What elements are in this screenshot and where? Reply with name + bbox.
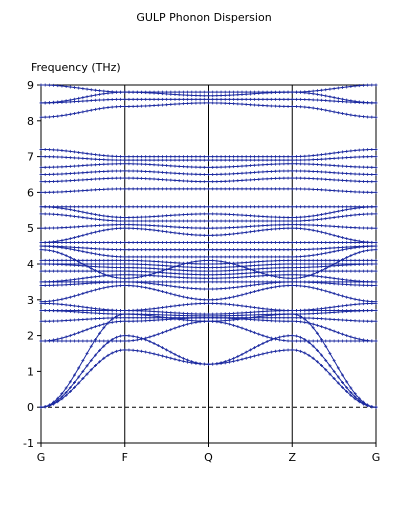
band-markers-24 xyxy=(39,212,378,223)
x-tick-label: Q xyxy=(204,451,213,464)
band-markers-23 xyxy=(39,223,378,230)
band-markers-21 xyxy=(39,241,378,245)
band-markers-6 xyxy=(39,316,378,323)
band-markers-33 xyxy=(39,101,378,119)
band-markers-31 xyxy=(39,155,378,162)
y-tick-label: -1 xyxy=(23,437,34,450)
chart-title: GULP Phonon Dispersion xyxy=(136,11,271,24)
x-tick-label: Z xyxy=(288,451,296,464)
band-markers-29 xyxy=(39,169,378,176)
y-tick-label: 6 xyxy=(27,186,34,199)
y-tick-label: 5 xyxy=(27,222,34,235)
y-tick-label: 8 xyxy=(27,115,34,128)
y-tick-label: 1 xyxy=(27,365,34,378)
y-tick-label: 4 xyxy=(27,258,34,271)
y-axis-label: Frequency (THz) xyxy=(31,61,121,74)
x-tick-label: F xyxy=(122,451,128,464)
band-markers-22 xyxy=(39,226,378,245)
band-markers-36 xyxy=(39,83,378,94)
band-markers-16 xyxy=(39,262,378,270)
band-markers-18 xyxy=(39,248,378,280)
band-markers-30 xyxy=(39,162,378,169)
band-markers-20 xyxy=(39,244,378,252)
x-tick-label: G xyxy=(37,451,46,464)
y-tick-label: 0 xyxy=(27,401,34,414)
y-tick-label: 9 xyxy=(27,79,34,92)
band-markers-10 xyxy=(39,283,378,304)
band-markers-28 xyxy=(39,176,378,184)
y-tick-label: 3 xyxy=(27,294,34,307)
x-tick-label: G xyxy=(372,451,381,464)
band-markers-26 xyxy=(39,205,378,209)
band-markers-27 xyxy=(39,187,378,194)
band-markers-9 xyxy=(39,301,378,313)
y-tick-label: 2 xyxy=(27,330,34,343)
band-markers-32 xyxy=(39,147,378,159)
y-tick-label: 7 xyxy=(27,151,34,164)
